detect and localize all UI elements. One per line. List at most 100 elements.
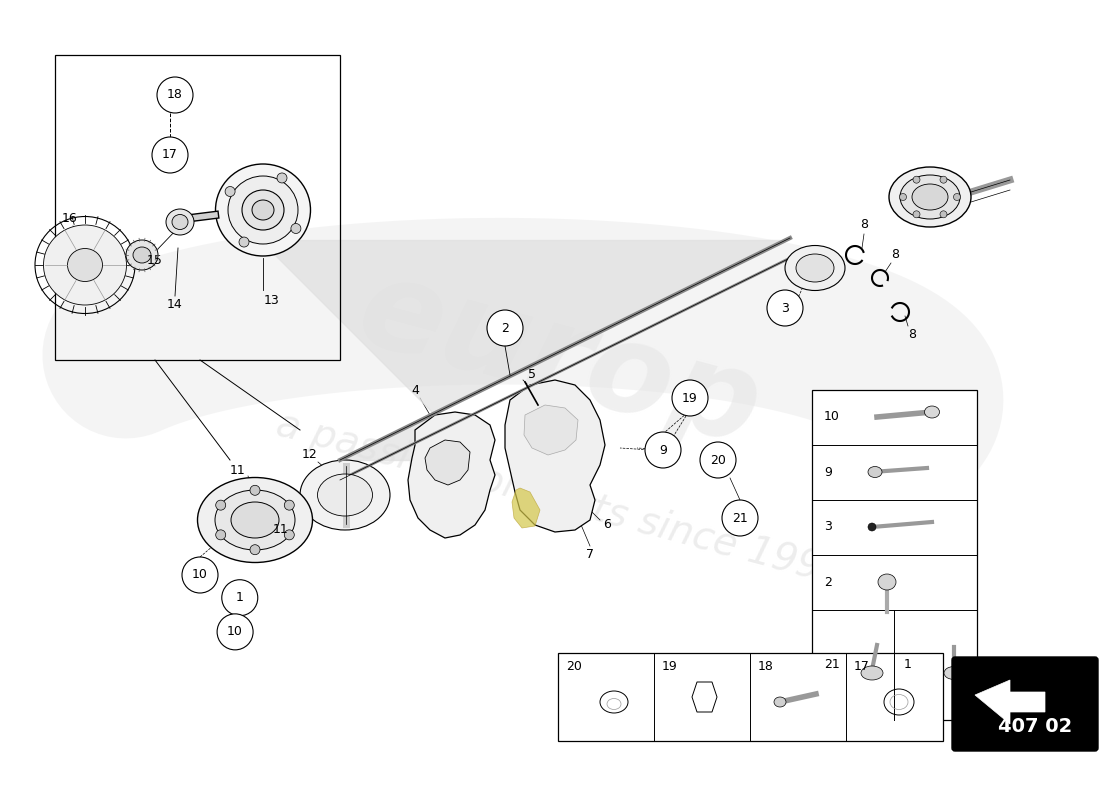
Ellipse shape: [889, 167, 971, 227]
Text: a passion for parts since 1994: a passion for parts since 1994: [272, 406, 848, 594]
Circle shape: [250, 545, 260, 554]
Ellipse shape: [172, 214, 188, 230]
Polygon shape: [425, 440, 470, 485]
Ellipse shape: [796, 254, 834, 282]
Ellipse shape: [166, 209, 194, 235]
Bar: [558, 653, 943, 741]
Circle shape: [940, 176, 947, 183]
Ellipse shape: [774, 697, 786, 707]
Ellipse shape: [252, 200, 274, 220]
Ellipse shape: [900, 175, 960, 219]
Text: 17: 17: [162, 149, 178, 162]
Text: 2: 2: [502, 322, 509, 334]
Circle shape: [239, 237, 249, 247]
Circle shape: [722, 500, 758, 536]
Circle shape: [284, 500, 295, 510]
Circle shape: [284, 530, 295, 540]
Circle shape: [900, 194, 906, 201]
Circle shape: [290, 223, 301, 234]
Ellipse shape: [300, 460, 390, 530]
Text: 407 02: 407 02: [998, 717, 1072, 735]
Circle shape: [157, 77, 192, 113]
Circle shape: [216, 530, 225, 540]
Text: 10: 10: [192, 569, 208, 582]
Ellipse shape: [924, 406, 939, 418]
Text: 20: 20: [711, 454, 726, 466]
Ellipse shape: [133, 247, 151, 263]
Circle shape: [250, 486, 260, 495]
Text: 7: 7: [586, 549, 594, 562]
Text: 19: 19: [682, 391, 697, 405]
Circle shape: [700, 442, 736, 478]
Polygon shape: [408, 412, 495, 538]
Ellipse shape: [878, 574, 896, 590]
Text: 10: 10: [824, 410, 840, 423]
Circle shape: [277, 173, 287, 183]
Ellipse shape: [868, 466, 882, 478]
Text: 15: 15: [147, 254, 163, 266]
Ellipse shape: [785, 246, 845, 290]
Circle shape: [182, 557, 218, 593]
Ellipse shape: [216, 164, 310, 256]
Ellipse shape: [214, 490, 295, 550]
Circle shape: [487, 310, 522, 346]
Ellipse shape: [228, 176, 298, 244]
Circle shape: [913, 176, 920, 183]
Ellipse shape: [231, 502, 279, 538]
Circle shape: [645, 432, 681, 468]
FancyBboxPatch shape: [952, 657, 1098, 751]
Text: 9: 9: [824, 466, 832, 478]
Text: 17: 17: [854, 661, 870, 674]
Text: 8: 8: [860, 218, 868, 231]
Ellipse shape: [944, 666, 964, 679]
Text: 5: 5: [528, 369, 536, 382]
Text: 1: 1: [235, 591, 244, 604]
Text: 11: 11: [230, 463, 246, 477]
Circle shape: [954, 194, 960, 201]
Text: 1: 1: [904, 658, 912, 671]
Polygon shape: [524, 405, 578, 455]
Polygon shape: [512, 488, 540, 528]
Bar: [55, 55, 340, 360]
Circle shape: [226, 186, 235, 197]
Ellipse shape: [912, 184, 948, 210]
Circle shape: [767, 290, 803, 326]
Ellipse shape: [126, 240, 158, 270]
Circle shape: [217, 614, 253, 650]
Text: europ: europ: [346, 249, 774, 471]
Text: 8: 8: [908, 329, 916, 342]
Text: 2: 2: [824, 575, 832, 589]
Circle shape: [216, 500, 225, 510]
Text: 10: 10: [228, 626, 243, 638]
Bar: [812, 390, 977, 720]
Text: 4: 4: [411, 383, 419, 397]
Text: 3: 3: [781, 302, 789, 314]
Text: 6: 6: [603, 518, 611, 531]
Text: 18: 18: [758, 661, 774, 674]
Text: 20: 20: [566, 661, 582, 674]
Ellipse shape: [198, 478, 312, 562]
Text: 11: 11: [273, 523, 289, 536]
Circle shape: [152, 137, 188, 173]
Ellipse shape: [44, 225, 127, 305]
Text: 21: 21: [733, 511, 748, 525]
Ellipse shape: [242, 190, 284, 230]
Text: 13: 13: [264, 294, 279, 306]
Ellipse shape: [861, 666, 883, 680]
Text: 19: 19: [662, 661, 678, 674]
Circle shape: [913, 211, 920, 218]
Circle shape: [940, 211, 947, 218]
Text: 3: 3: [824, 521, 832, 534]
Polygon shape: [505, 380, 605, 532]
Text: 21: 21: [824, 658, 839, 671]
Text: 12: 12: [302, 449, 318, 462]
Circle shape: [672, 380, 708, 416]
Circle shape: [222, 580, 257, 616]
Text: 9: 9: [659, 443, 667, 457]
Circle shape: [868, 523, 876, 531]
Ellipse shape: [318, 474, 373, 516]
Ellipse shape: [67, 249, 102, 282]
Polygon shape: [975, 680, 1045, 724]
Text: 18: 18: [167, 89, 183, 102]
Text: 8: 8: [891, 249, 899, 262]
